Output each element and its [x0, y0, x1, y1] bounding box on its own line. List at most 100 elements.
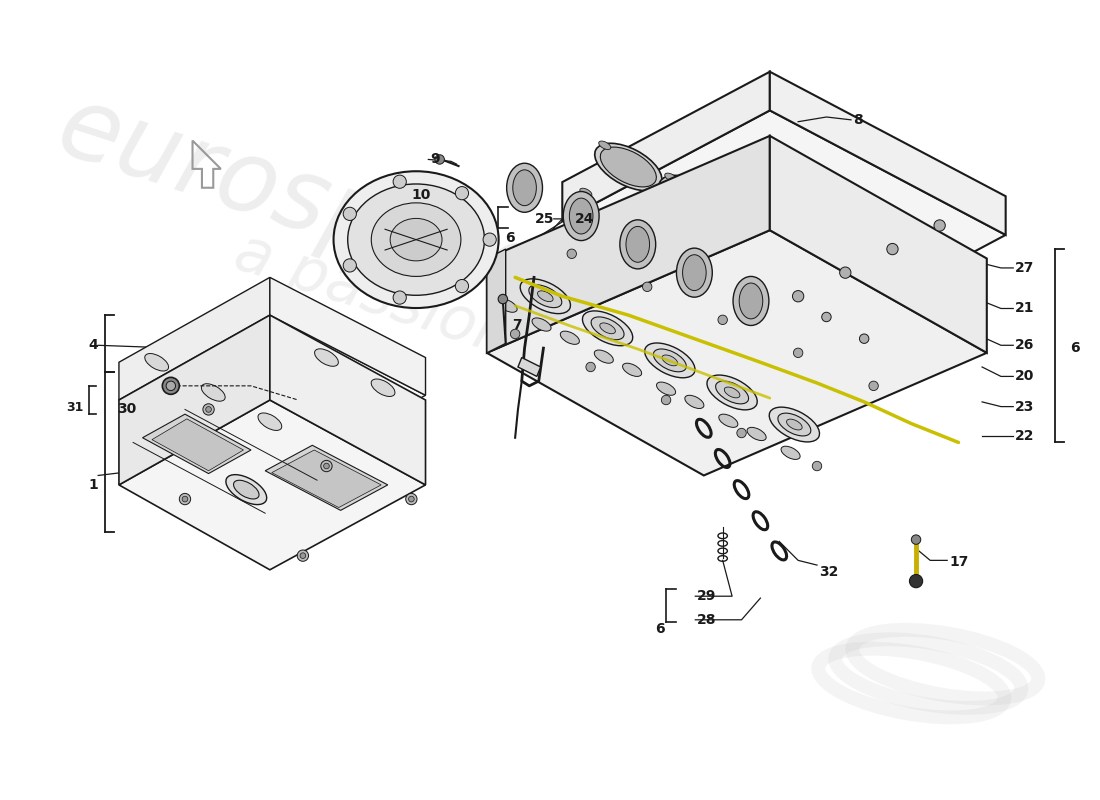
Text: 21: 21: [1015, 302, 1035, 315]
Text: 22: 22: [1015, 429, 1035, 443]
Ellipse shape: [716, 381, 749, 404]
Circle shape: [934, 220, 945, 231]
Circle shape: [455, 279, 469, 293]
Ellipse shape: [664, 179, 720, 219]
Ellipse shape: [563, 191, 600, 241]
Polygon shape: [562, 110, 1005, 346]
Ellipse shape: [707, 375, 757, 410]
Circle shape: [343, 259, 356, 272]
Ellipse shape: [796, 238, 808, 246]
Ellipse shape: [646, 222, 658, 230]
Ellipse shape: [498, 299, 517, 312]
Text: 6: 6: [1070, 341, 1079, 355]
Text: 20: 20: [1015, 370, 1034, 383]
Circle shape: [910, 574, 923, 588]
Polygon shape: [562, 72, 770, 221]
Ellipse shape: [580, 188, 592, 197]
Ellipse shape: [851, 271, 918, 319]
Ellipse shape: [685, 395, 704, 409]
Polygon shape: [119, 315, 426, 480]
Circle shape: [911, 535, 921, 544]
Circle shape: [206, 406, 211, 412]
Text: 23: 23: [1015, 400, 1034, 414]
Ellipse shape: [659, 175, 726, 222]
Ellipse shape: [793, 243, 849, 283]
Polygon shape: [119, 278, 270, 400]
Circle shape: [434, 154, 444, 164]
Ellipse shape: [676, 248, 713, 297]
Text: 30: 30: [117, 402, 136, 417]
Text: 25: 25: [535, 212, 554, 226]
Polygon shape: [770, 72, 1005, 235]
Ellipse shape: [532, 318, 551, 331]
Ellipse shape: [733, 277, 769, 326]
Ellipse shape: [145, 354, 168, 371]
Circle shape: [793, 348, 803, 358]
Ellipse shape: [529, 285, 562, 308]
Ellipse shape: [730, 205, 743, 214]
Text: 1: 1: [88, 478, 98, 492]
Polygon shape: [152, 419, 243, 470]
Circle shape: [393, 175, 406, 188]
Ellipse shape: [683, 254, 706, 290]
Ellipse shape: [724, 387, 740, 398]
Circle shape: [406, 494, 417, 505]
Text: 085: 085: [610, 203, 930, 352]
Circle shape: [566, 249, 576, 258]
Circle shape: [822, 312, 832, 322]
Ellipse shape: [778, 413, 811, 436]
Ellipse shape: [857, 275, 913, 315]
Ellipse shape: [333, 171, 498, 308]
Circle shape: [455, 186, 469, 200]
Ellipse shape: [538, 291, 553, 302]
Polygon shape: [487, 136, 770, 353]
Text: 31: 31: [66, 401, 84, 414]
Circle shape: [510, 330, 520, 338]
Ellipse shape: [747, 427, 767, 441]
Ellipse shape: [844, 318, 856, 327]
Circle shape: [183, 496, 188, 502]
Text: 24: 24: [575, 212, 595, 226]
Ellipse shape: [570, 198, 593, 234]
Ellipse shape: [728, 211, 784, 251]
Polygon shape: [487, 249, 506, 353]
Ellipse shape: [769, 407, 820, 442]
Polygon shape: [270, 278, 426, 395]
Ellipse shape: [657, 382, 675, 395]
Ellipse shape: [595, 143, 662, 190]
Ellipse shape: [601, 147, 657, 187]
Text: 6: 6: [506, 230, 515, 245]
Circle shape: [300, 553, 306, 558]
Ellipse shape: [862, 270, 874, 278]
Ellipse shape: [619, 220, 656, 269]
Text: 28: 28: [697, 613, 717, 626]
Circle shape: [718, 315, 727, 325]
Polygon shape: [119, 315, 270, 485]
Circle shape: [839, 267, 851, 278]
Text: a passion: a passion: [227, 223, 520, 369]
Polygon shape: [265, 446, 388, 510]
Ellipse shape: [653, 349, 686, 372]
Polygon shape: [143, 414, 251, 474]
Ellipse shape: [786, 419, 802, 430]
Circle shape: [393, 291, 406, 304]
Text: 6: 6: [654, 622, 664, 636]
Circle shape: [323, 463, 329, 469]
Circle shape: [343, 207, 356, 221]
Ellipse shape: [233, 480, 258, 499]
Circle shape: [737, 428, 746, 438]
Text: 4: 4: [88, 338, 98, 352]
Ellipse shape: [371, 379, 395, 397]
Ellipse shape: [598, 141, 611, 150]
Circle shape: [179, 494, 190, 505]
Circle shape: [483, 233, 496, 246]
Polygon shape: [270, 315, 426, 485]
Ellipse shape: [594, 350, 614, 363]
Ellipse shape: [788, 239, 855, 287]
Ellipse shape: [258, 413, 282, 430]
Circle shape: [321, 460, 332, 472]
Text: eurospares: eurospares: [46, 79, 607, 344]
Ellipse shape: [560, 331, 580, 344]
Circle shape: [661, 395, 671, 405]
Circle shape: [812, 462, 822, 470]
